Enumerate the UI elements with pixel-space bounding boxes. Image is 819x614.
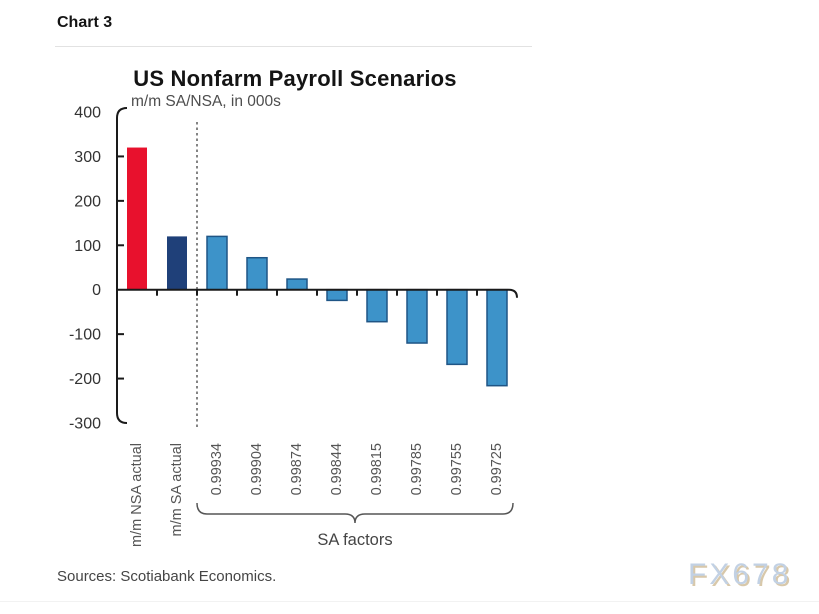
bar <box>286 278 308 291</box>
x-category-label: 0.99755 <box>449 443 465 495</box>
bar <box>366 288 388 323</box>
y-tick-label: 100 <box>74 238 101 255</box>
y-tick-label: 0 <box>92 282 101 299</box>
watermark: FX678 <box>688 558 792 591</box>
y-tick-label: 200 <box>74 193 101 210</box>
x-category-label: 0.99815 <box>369 443 385 495</box>
x-category-label: 0.99844 <box>329 443 345 495</box>
bar <box>246 256 268 291</box>
bar <box>326 288 348 302</box>
x-category-label: 0.99785 <box>409 443 425 495</box>
y-axis <box>116 107 128 424</box>
bar <box>406 288 428 344</box>
x-category-label: m/m NSA actual <box>129 443 145 547</box>
chart-subtitle: m/m SA/NSA, in 000s <box>131 93 281 110</box>
group-bracket <box>196 502 514 524</box>
bar <box>486 288 508 387</box>
y-tick-label: -100 <box>69 327 101 344</box>
chart-number-label: Chart 3 <box>57 14 113 31</box>
bar <box>127 147 147 290</box>
sources-note: Sources: Scotiabank Economics. <box>57 568 277 585</box>
y-tick-label: -200 <box>69 371 101 388</box>
group-bracket-label: SA factors <box>317 531 392 549</box>
y-tick-label: 300 <box>74 149 101 166</box>
x-category-label: 0.99725 <box>489 443 505 495</box>
y-tick-label: 400 <box>74 105 101 122</box>
bar <box>167 236 187 290</box>
x-category-label: 0.99904 <box>249 443 265 495</box>
y-tick-label: -300 <box>69 416 101 433</box>
x-axis <box>117 288 518 298</box>
bar <box>206 235 228 291</box>
x-category-label: m/m SA actual <box>169 443 185 536</box>
header-divider <box>55 46 532 47</box>
bottom-divider <box>0 601 819 602</box>
x-category-label: 0.99934 <box>209 443 225 495</box>
x-category-label: 0.99874 <box>289 443 305 495</box>
chart-title: US Nonfarm Payroll Scenarios <box>133 66 457 91</box>
bar <box>446 288 468 366</box>
